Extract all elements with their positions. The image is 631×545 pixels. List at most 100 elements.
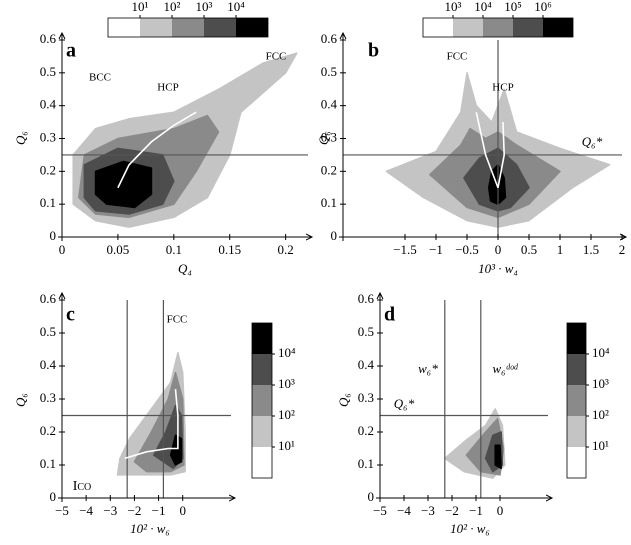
panel-letter: d — [384, 304, 395, 326]
y-tick-label: 0.3 — [40, 390, 56, 405]
y-tick-label: 0.3 — [358, 390, 374, 405]
y-tick-label: 0.2 — [40, 162, 56, 177]
annotation: Ico — [73, 479, 92, 494]
annotation: Q₆* — [394, 396, 415, 411]
x-tick-label: −4 — [79, 503, 93, 518]
y-tick-label: 0.2 — [40, 423, 56, 438]
y-tick-label: 0.1 — [40, 456, 56, 471]
x-tick-label: 0 — [497, 503, 504, 518]
x-axis-label: 10² · w₆ — [450, 521, 490, 536]
colorbar-tick-label: 10⁴ — [474, 0, 492, 14]
y-tick-label: 0.5 — [358, 324, 374, 339]
colorbar-tick-label: 10² — [164, 0, 181, 14]
colorbar-swatch — [204, 18, 236, 37]
y-tick-label: 0.6 — [40, 291, 57, 306]
colorbar-swatch — [483, 18, 513, 37]
x-tick-label: −2 — [128, 503, 142, 518]
y-tick-label: 0 — [50, 228, 57, 243]
x-tick-label: 0 — [179, 503, 186, 518]
x-axis-label: 10³ · w₄ — [478, 261, 518, 276]
y-tick-label: 0.5 — [40, 324, 56, 339]
colorbar-tick-label: 10³ — [196, 0, 213, 14]
colorbar-tick-label: 10¹ — [278, 438, 295, 453]
density-region — [169, 434, 183, 466]
trajectory-line — [497, 122, 506, 188]
y-tick-label: 0.5 — [321, 64, 337, 79]
colorbar-swatch — [513, 18, 543, 37]
x-tick-label: −0.5 — [455, 242, 479, 257]
x-tick-label: −1 — [469, 503, 483, 518]
colorbar-swatch — [567, 323, 586, 354]
y-tick-label: 0 — [50, 489, 57, 504]
density-region — [94, 160, 153, 209]
y-tick-label: 0.4 — [40, 97, 57, 112]
x-tick-label: 0.15 — [218, 242, 241, 257]
annotation: FCC — [167, 314, 188, 326]
colorbar-swatch — [423, 18, 453, 37]
y-axis-label: Q₆ — [13, 131, 28, 145]
colorbar-tick-label: 10³ — [445, 0, 462, 14]
trajectory-line — [117, 111, 197, 189]
colorbar-tick-label: 10² — [592, 407, 609, 422]
y-tick-label: 0.6 — [40, 31, 57, 46]
y-tick-label: 0.6 — [321, 31, 338, 46]
colorbar-tick-label: 10⁴ — [278, 345, 296, 360]
annotation: BCC — [89, 72, 111, 84]
y-tick-label: 0.2 — [321, 162, 337, 177]
y-axis-label: Q₆ — [316, 131, 331, 145]
colorbar-swatch — [252, 323, 272, 354]
y-tick-label: 0.4 — [40, 357, 57, 372]
panel-letter: a — [66, 40, 76, 62]
colorbar-swatch — [567, 354, 586, 385]
colorbar-swatch — [252, 416, 272, 447]
colorbar-tick-label: 10³ — [278, 376, 295, 391]
y-tick-label: 0.4 — [358, 357, 375, 372]
annotation: HCP — [157, 82, 178, 94]
colorbar-frame — [251, 322, 273, 479]
colorbar-tick-label: 10³ — [592, 376, 609, 391]
x-axis-label: Q₄ — [178, 261, 192, 276]
x-tick-label: −3 — [421, 503, 435, 518]
colorbar-swatch — [453, 18, 483, 37]
panel-letter: c — [66, 304, 75, 326]
panel: −5 −4 −3 −2 −1 0 0 0.1 0.2 0.3 0.4 0.5 0.6 10² · w₆ Q₆… — [13, 291, 296, 536]
annotation: FCC — [447, 51, 468, 63]
x-tick-label: 0.2 — [278, 242, 294, 257]
x-tick-label: 2 — [619, 242, 626, 257]
annotation: HCP — [492, 82, 513, 94]
colorbar-swatch — [172, 18, 204, 37]
colorbar-swatch — [543, 18, 573, 37]
y-axis-label: Q₆ — [336, 393, 351, 407]
y-tick-label: 0.3 — [321, 129, 337, 144]
y-tick-label: 0.1 — [358, 456, 374, 471]
colorbar-swatch — [567, 385, 586, 416]
x-tick-label: 1.5 — [583, 242, 599, 257]
x-tick-label: 0 — [495, 242, 502, 257]
x-tick-label: 0.5 — [521, 242, 537, 257]
panel: −5 −4 −3 −2 −1 0 0 0.1 0.2 0.3 0.4 0.5 0.6 10² · w₆ Q₆… — [336, 291, 610, 536]
colorbar-frame — [107, 17, 269, 38]
x-tick-label: −5 — [55, 503, 69, 518]
colorbar-tick-label: 10⁶ — [534, 0, 552, 14]
density-region — [494, 444, 502, 470]
x-tick-label: −1.5 — [393, 242, 417, 257]
annotation: w₆* — [418, 361, 438, 376]
x-tick-label: −4 — [397, 503, 411, 518]
x-tick-label: 1 — [557, 242, 564, 257]
colorbar-tick-label: 10⁴ — [592, 345, 610, 360]
x-axis-label: 10² · w₆ — [130, 521, 170, 536]
y-tick-label: 0 — [368, 489, 375, 504]
colorbar-swatch — [236, 18, 268, 37]
trajectory-line — [475, 112, 499, 189]
y-axis-label: Q₆ — [13, 393, 28, 407]
y-tick-label: 0.1 — [321, 195, 337, 210]
trajectory-line — [124, 389, 179, 460]
colorbar-tick-label: 10⁵ — [504, 0, 522, 14]
x-tick-label: −1 — [152, 503, 166, 518]
colorbar-tick-label: 10² — [278, 407, 295, 422]
y-tick-label: 0.5 — [40, 64, 56, 79]
y-tick-label: 0 — [331, 228, 338, 243]
colorbar-swatch — [567, 416, 586, 447]
panel-letter: b — [368, 40, 379, 62]
